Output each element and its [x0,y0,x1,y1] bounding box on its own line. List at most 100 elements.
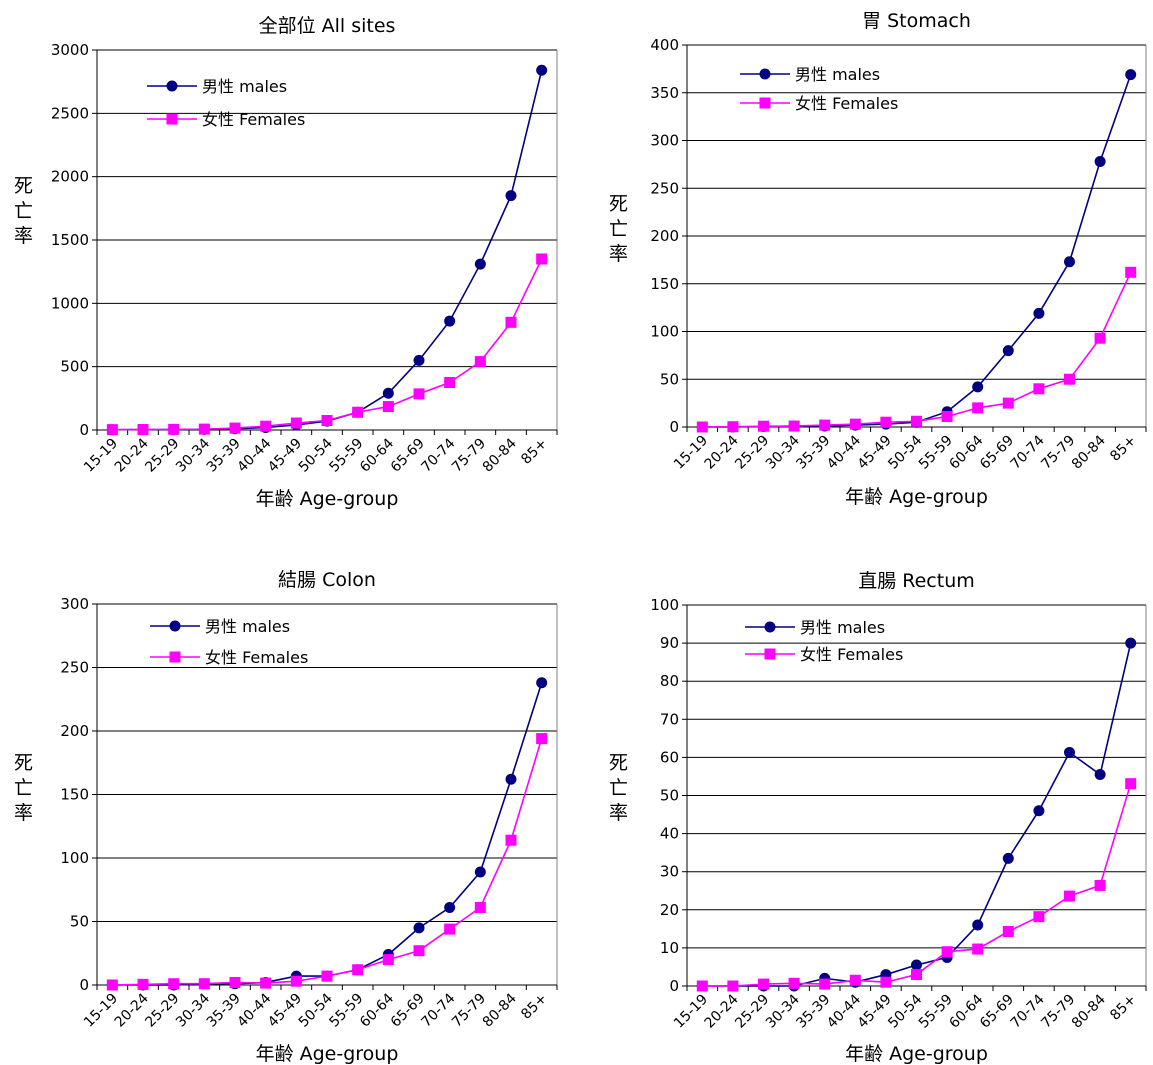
data-point-females [352,406,364,418]
data-point-females [911,415,922,427]
x-tick-label: 50-54 [885,432,925,472]
data-point-males [1064,746,1075,758]
y-tick-label: 1500 [51,231,89,249]
x-tick-label: 30-34 [173,435,213,475]
data-point-males [1002,852,1014,864]
x-tick-label: 35-39 [204,436,244,476]
data-point-females [727,421,739,433]
data-point-females [1002,397,1014,409]
x-tick-label: 55-59 [916,992,956,1032]
data-point-males [413,922,425,934]
chart-2: 05010015020025030035040015-1920-2425-293… [606,10,1147,508]
x-tick-label: 30-34 [763,432,803,472]
data-point-males [1125,69,1137,81]
chart-4: 0 10 20 30 40 50 60 70 80 90 100 15-1920-2425-2930-… [606,570,1147,1065]
data-point-males [474,866,486,878]
y-tick-label: 500 [60,358,89,376]
x-tick-label: 70-74 [418,435,458,475]
data-point-males [505,190,517,202]
data-point-females [444,377,456,388]
data-point-females [880,416,892,428]
y-tick-label: 300 [60,595,89,613]
y-tick-label: 100 [650,596,679,614]
data-point-females [911,969,922,981]
x-tick-label: 70-74 [1008,991,1048,1031]
data-point-females [1094,332,1106,344]
x-tick-label: 50-54 [885,991,925,1031]
chart-1: 05001000150020002500300015-1920-2425-293… [11,15,558,510]
x-tick-label: 15-19 [671,992,711,1032]
data-point-males [972,381,984,393]
x-tick-label: 85+ [1107,433,1139,465]
data-point-females [444,923,456,935]
data-point-females [788,420,800,432]
x-tick-label: 40-44 [234,435,274,475]
x-axis-label: 年齢 Age-group [256,488,399,510]
y-tick-label: 70 [660,710,679,728]
x-tick-label: 15-19 [671,433,711,473]
y-tick-label: 3000 [51,41,89,59]
y-tick-label: 200 [650,227,679,245]
legend-label-females: 女性 Females [202,110,305,129]
y-tick-label: 100 [60,849,89,867]
legend-marker-males [759,68,771,80]
x-tick-label: 25-29 [732,992,772,1032]
x-tick-label: 25-29 [142,991,182,1031]
y-axis-label: 死亡率 [606,194,628,269]
y-tick-label: 0 [79,421,89,439]
data-point-females [382,954,394,966]
data-point-females [880,976,892,988]
y-tick-label: 0 [669,977,679,995]
x-tick-label: 75-79 [1038,992,1078,1032]
data-point-females [352,964,364,976]
data-point-females [260,977,272,989]
x-axis-label: 年齢 Age-group [256,1043,399,1065]
legend-marker-females [169,651,181,663]
x-tick-label: 45-49 [855,433,895,473]
x-tick-label: 20-24 [702,432,742,472]
data-point-females [505,834,517,846]
y-tick-label: 200 [60,722,89,740]
y-tick-label: 150 [650,275,679,293]
legend-label-males: 男性 males [795,65,880,84]
data-point-males [413,354,425,366]
data-point-females [696,421,708,433]
data-point-males [536,677,548,689]
y-tick-label: 80 [660,672,679,690]
data-point-females [727,980,739,992]
y-tick-label: 350 [650,84,679,102]
x-tick-label: 15-19 [81,436,121,476]
x-tick-label: 70-74 [418,990,458,1030]
legend-marker-males [764,621,776,633]
y-tick-label: 60 [660,748,679,766]
data-point-females [1094,879,1106,891]
x-tick-label: 65-69 [388,436,428,476]
data-point-males [1002,345,1014,357]
x-tick-label: 20-24 [112,990,152,1030]
data-point-females [137,423,149,435]
data-point-males [1064,256,1075,268]
data-point-females [819,419,831,431]
x-tick-label: 65-69 [977,433,1017,473]
x-tick-label: 30-34 [173,990,213,1030]
data-point-females [849,418,861,430]
y-tick-label: 20 [660,901,679,919]
y-tick-label: 300 [650,132,679,150]
data-point-females [972,402,984,414]
x-tick-label: 35-39 [793,433,833,473]
y-tick-label: 10 [660,939,679,957]
data-point-females [290,417,302,429]
series-line-females [112,738,543,986]
y-tick-label: 2000 [51,168,89,186]
series-line-females [112,258,543,431]
x-tick-label: 85+ [518,436,550,468]
legend-marker-males [169,620,181,632]
data-point-females [290,975,302,987]
data-point-females [758,978,769,990]
y-tick-label: 50 [660,787,679,805]
series-line-females [702,783,1132,987]
x-tick-label: 35-39 [793,992,833,1032]
data-point-females [413,945,425,957]
data-point-males [972,919,984,931]
data-point-females [474,356,486,368]
